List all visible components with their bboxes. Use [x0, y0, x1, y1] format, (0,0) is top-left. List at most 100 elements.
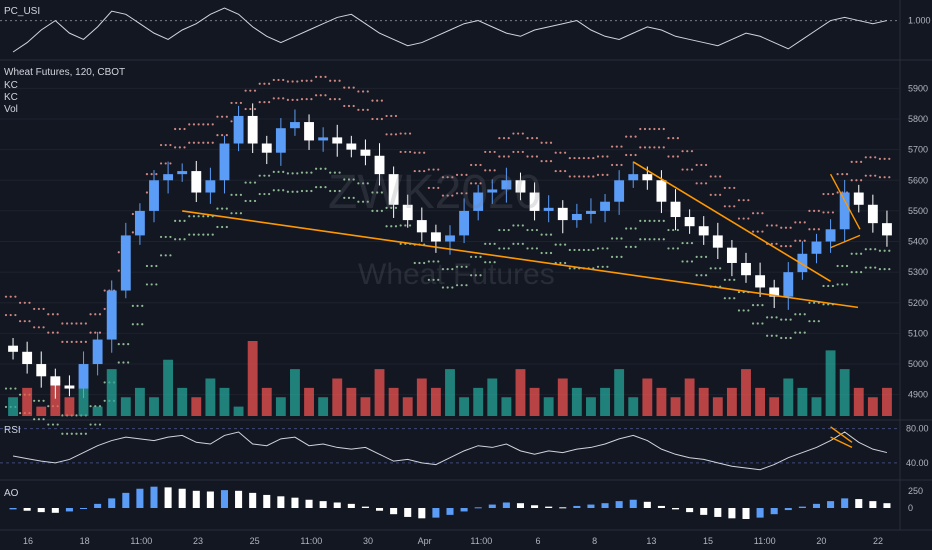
kc-lower-outer-dot: [512, 242, 515, 245]
kc-upper-inner-dot: [737, 217, 741, 220]
kc-lower-inner-dot: [573, 248, 576, 252]
kc-upper-outer-dot: [488, 150, 492, 154]
kc-lower-inner-dot: [178, 219, 181, 222]
kc-upper-outer-dot: [564, 151, 567, 154]
volume-bar: [233, 406, 244, 416]
kc-lower-inner-dot: [860, 252, 863, 255]
kc-lower-outer-dot: [531, 247, 534, 250]
ao-bar: [756, 508, 764, 518]
kc-upper-outer-dot: [512, 132, 515, 135]
kc-lower-outer-dot: [888, 267, 891, 271]
kc-lower-outer-dot: [131, 323, 134, 326]
ao-label[interactable]: AO: [4, 488, 19, 499]
kc-lower-outer-dot: [535, 247, 539, 250]
kc-lower-outer-dot: [61, 432, 64, 435]
kc-upper-outer-dot: [502, 137, 506, 140]
volume-bar: [501, 397, 512, 416]
kc-lower-inner-dot: [714, 267, 717, 270]
volume-bar: [614, 369, 625, 416]
volume-bar: [811, 397, 822, 416]
volume-bar: [120, 397, 131, 416]
kc-upper-inner-dot: [4, 313, 8, 317]
kc-upper-outer-dot: [841, 173, 844, 176]
kc-lower-inner-dot: [874, 248, 877, 251]
kc-upper-outer-dot: [596, 155, 600, 158]
kc-lower-outer-dot: [239, 212, 243, 215]
candle-body: [163, 174, 174, 181]
price-axis[interactable]: 4900 5000 5100 5200 5300 5400 5500 5600 5700 5800…: [908, 83, 928, 399]
kc-lower-outer-dot: [18, 411, 22, 415]
time-tick-label: 11:00: [130, 536, 152, 546]
kc-upper-inner-dot: [742, 217, 745, 220]
pc-usi-label[interactable]: PC_USI: [4, 6, 41, 17]
kc-lower-outer-dot: [65, 432, 69, 435]
kc-lower-inner-dot: [864, 248, 867, 251]
kc-lower-inner-dot: [695, 255, 698, 258]
kc-upper-outer-dot: [80, 322, 83, 325]
kc-upper-inner-dot: [629, 153, 632, 157]
ao-bar: [488, 504, 496, 508]
kc-upper-inner-dot: [874, 174, 877, 177]
kc-lower-outer-dot: [174, 238, 177, 241]
kc-lower-inner-dot: [578, 248, 581, 252]
kc-upper-outer-dot: [681, 150, 684, 153]
candle-body: [134, 210, 145, 236]
kc-upper-outer-dot: [164, 143, 167, 147]
kc-upper-inner-dot: [33, 326, 36, 329]
kc-upper-inner-dot: [159, 162, 163, 165]
kc-lower-inner-dot: [737, 290, 741, 294]
kc-upper-outer-dot: [845, 173, 849, 176]
kc-lower-outer-dot: [145, 283, 149, 286]
kc-indicator-label-2[interactable]: KC: [4, 92, 18, 103]
kc-upper-inner-dot: [244, 107, 247, 111]
kc-upper-inner-dot: [408, 150, 412, 154]
kc-lower-inner-dot: [376, 191, 379, 194]
kc-upper-inner-dot: [455, 192, 459, 195]
kc-indicator-label-1[interactable]: KC: [4, 80, 18, 91]
kc-upper-outer-dot: [376, 99, 379, 102]
kc-lower-inner-dot: [582, 248, 586, 252]
kc-lower-outer-dot: [352, 196, 355, 199]
ao-bar: [573, 505, 581, 508]
candle-body: [374, 155, 385, 175]
rsi-tick-lower: 40.00: [906, 458, 929, 468]
kc-lower-inner-dot: [465, 265, 468, 268]
kc-upper-outer-dot: [197, 123, 200, 126]
symbol-title[interactable]: Wheat Futures, 120, CBOT: [4, 67, 126, 78]
kc-upper-outer-dot: [639, 127, 642, 131]
kc-upper-outer-dot: [756, 212, 759, 215]
kc-upper-outer-dot: [51, 313, 55, 316]
kc-lower-outer-dot: [141, 323, 144, 326]
kc-upper-outer-dot: [470, 163, 473, 167]
kc-upper-outer-dot: [314, 75, 318, 78]
ao-bar: [686, 508, 694, 513]
kc-lower-inner-dot: [361, 182, 365, 185]
kc-lower-inner-dot: [723, 278, 726, 281]
kc-lower-inner-dot: [568, 248, 571, 252]
kc-lower-outer-dot: [817, 320, 820, 323]
kc-upper-inner-dot: [549, 160, 553, 163]
kc-lower-inner-dot: [549, 233, 553, 236]
kc-lower-outer-dot: [737, 309, 741, 312]
rsi-label[interactable]: RSI: [4, 425, 21, 436]
kc-lower-outer-dot: [474, 274, 477, 277]
kc-upper-outer-dot: [827, 192, 830, 196]
kc-upper-inner-dot: [686, 168, 689, 171]
kc-lower-inner-dot: [596, 247, 600, 250]
time-axis[interactable]: 16 18 11:00 23 25 11:00 30 Apr 11:00 6 8 13 15 11:00 2…: [23, 536, 883, 546]
kc-lower-inner-dot: [733, 278, 736, 281]
kc-upper-outer-dot: [37, 307, 40, 311]
volume-bar: [684, 378, 695, 416]
volume-indicator-label[interactable]: Vol: [4, 104, 18, 115]
ao-bar: [502, 502, 510, 508]
volume-bar: [797, 387, 808, 416]
kc-lower-inner-dot: [432, 260, 435, 263]
kc-upper-outer-dot: [719, 175, 722, 178]
kc-lower-outer-dot: [540, 251, 543, 255]
kc-upper-outer-dot: [535, 137, 539, 140]
kc-upper-outer-dot: [249, 89, 252, 92]
volume-bar: [853, 387, 864, 416]
kc-upper-outer-dot: [61, 322, 64, 325]
price-tick-label: 5000: [908, 359, 928, 369]
